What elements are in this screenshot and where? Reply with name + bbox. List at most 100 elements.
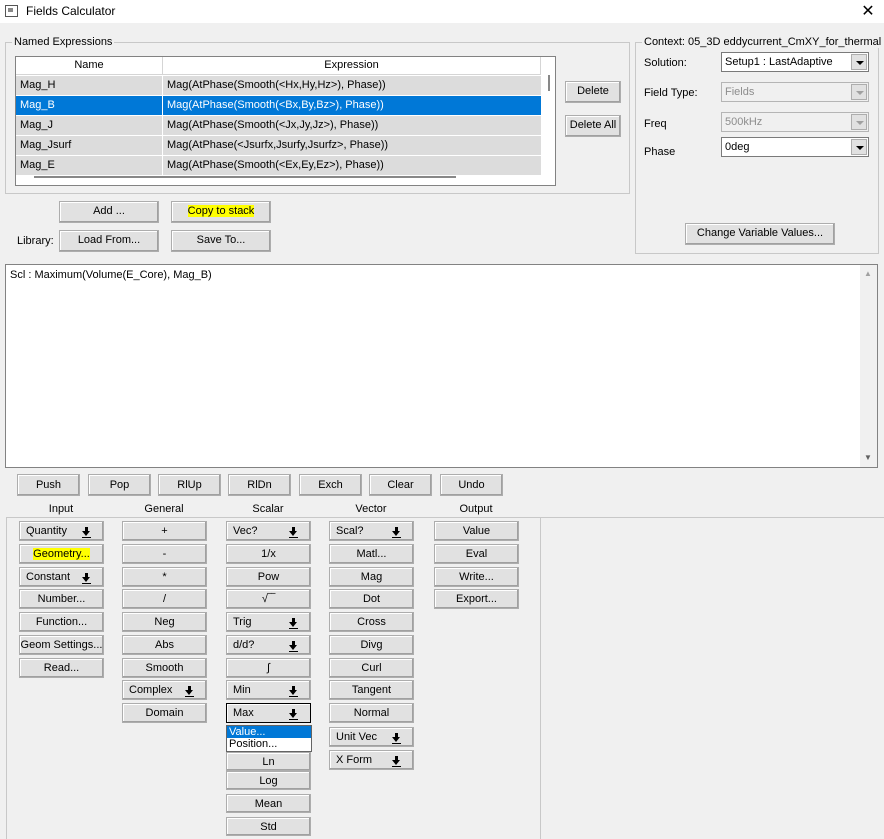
cross-button[interactable]: Cross <box>329 612 414 632</box>
column-heading-vector: Vector <box>355 503 387 515</box>
exch-button[interactable]: Exch <box>299 474 362 496</box>
x-form-button[interactable]: X Form <box>329 750 414 770</box>
pop-button[interactable]: Pop <box>88 474 151 496</box>
min-button[interactable]: Min <box>226 680 311 700</box>
neg-button[interactable]: Neg <box>122 612 207 632</box>
export-button[interactable]: Export... <box>434 589 519 609</box>
trig-button[interactable]: Trig <box>226 612 311 632</box>
change-variable-values-button[interactable]: Change Variable Values... <box>685 223 835 245</box>
stack-scrollbar[interactable]: ▲ ▼ <box>860 265 877 467</box>
close-icon[interactable]: ✕ <box>861 3 875 20</box>
table-row[interactable]: Mag_B Mag(AtPhase(Smooth(<Bx,By,Bz>), Pha… <box>16 96 541 116</box>
geom-settings-button[interactable]: Geom Settings... <box>19 635 104 655</box>
normal-button[interactable]: Normal <box>329 703 414 723</box>
op-button[interactable]: + <box>122 521 207 541</box>
domain-button[interactable]: Domain <box>122 703 207 723</box>
trig-label: Trig <box>233 616 252 628</box>
table-row[interactable]: Mag_H Mag(AtPhase(Smooth(<Hx,Hy,Hz>), Pha… <box>16 76 541 96</box>
complex-button[interactable]: Complex <box>122 680 207 700</box>
cell-expression: Mag(AtPhase(Smooth(<Bx,By,Bz>), Phase)) <box>162 96 384 116</box>
scal-button[interactable]: Scal? <box>329 521 414 541</box>
geom-settings-label: Geom Settings... <box>20 639 103 651</box>
std-button[interactable]: Std <box>226 817 311 836</box>
geometry-button[interactable]: Geometry... <box>19 544 104 564</box>
value-button[interactable]: Value <box>434 521 519 541</box>
push-button[interactable]: Push <box>17 474 80 496</box>
scroll-down-icon[interactable]: ▼ <box>864 453 872 462</box>
stack-display[interactable]: Scl : Maximum(Volume(E_Core), Mag_B) ▲ ▼ <box>5 264 878 468</box>
load-from-button[interactable]: Load From... <box>59 230 159 252</box>
mag-button[interactable]: Mag <box>329 567 414 587</box>
d-d-label: d/d? <box>233 639 255 651</box>
table-row[interactable]: Mag_Jsurf Mag(AtPhase(<Jsurfx,Jsurfy,Jsur… <box>16 136 541 156</box>
d-d-button[interactable]: d/d? <box>226 635 311 655</box>
delete-button[interactable]: Delete <box>565 81 621 103</box>
tangent-button[interactable]: Tangent <box>329 680 414 700</box>
1-x-button[interactable]: 1/x <box>226 544 311 564</box>
cell-expression: Mag(AtPhase(Smooth(<Jx,Jy,Jz>), Phase)) <box>162 116 378 136</box>
mean-button[interactable]: Mean <box>226 794 311 813</box>
solution-select[interactable]: Setup1 : LastAdaptive <box>721 52 869 72</box>
log-button[interactable]: Log <box>226 771 311 790</box>
rlup-button[interactable]: RlUp <box>158 474 221 496</box>
max-button[interactable]: Max <box>226 703 311 723</box>
menu-item-position[interactable]: Position... <box>229 738 278 750</box>
delete-all-button[interactable]: Delete All <box>565 115 621 137</box>
op-button[interactable]: / <box>122 589 207 609</box>
curl-label: Curl <box>361 662 382 674</box>
column-header-name[interactable]: Name <box>16 57 163 75</box>
rldn-button[interactable]: RlDn <box>228 474 291 496</box>
undo-button[interactable]: Undo <box>440 474 503 496</box>
op-button[interactable]: * <box>122 567 207 587</box>
constant-button[interactable]: Constant <box>19 567 104 587</box>
log-label: Log <box>259 775 278 787</box>
op-button[interactable]: √‾‾ <box>226 589 311 609</box>
write-button[interactable]: Write... <box>434 567 519 587</box>
chevron-down-icon[interactable] <box>851 139 867 155</box>
context-label: Context: 05_3D eddycurrent_CmXY_for_ther… <box>642 36 884 48</box>
unit-vec-button[interactable]: Unit Vec <box>329 727 414 747</box>
scroll-up-icon[interactable]: ▲ <box>864 269 872 278</box>
phase-value: 0deg <box>725 141 750 153</box>
read-button[interactable]: Read... <box>19 658 104 678</box>
menu-item-value[interactable]: Value... <box>227 726 311 738</box>
vertical-scrollbar[interactable] <box>548 75 550 91</box>
named-expressions-table[interactable]: Name Expression Mag_H Mag(AtPhase(Smooth(… <box>15 56 556 186</box>
matl-button[interactable]: Matl... <box>329 544 414 564</box>
table-row[interactable]: Mag_J Mag(AtPhase(Smooth(<Jx,Jy,Jz>), Pha… <box>16 116 541 136</box>
column-header-expression[interactable]: Expression <box>163 57 541 75</box>
window-title: Fields Calculator <box>26 4 116 18</box>
number-button[interactable]: Number... <box>19 589 104 609</box>
solution-value: Setup1 : LastAdaptive <box>725 56 833 68</box>
stack-entry[interactable]: Scl : Maximum(Volume(E_Core), Mag_B) <box>10 269 212 281</box>
dot-button[interactable]: Dot <box>329 589 414 609</box>
complex-label: Complex <box>129 684 173 696</box>
eval-button[interactable]: Eval <box>434 544 519 564</box>
geometry-label: Geometry... <box>33 548 90 560</box>
op-button[interactable]: - <box>122 544 207 564</box>
save-to-button[interactable]: Save To... <box>171 230 271 252</box>
solution-label: Solution: <box>644 57 687 69</box>
smooth-button[interactable]: Smooth <box>122 658 207 678</box>
function-button[interactable]: Function... <box>19 612 104 632</box>
horizontal-scrollbar[interactable] <box>34 176 456 178</box>
phase-select[interactable]: 0deg <box>721 137 869 157</box>
quantity-button[interactable]: Quantity <box>19 521 104 541</box>
chevron-down-icon[interactable] <box>851 54 867 70</box>
abs-button[interactable]: Abs <box>122 635 207 655</box>
scal-label: Scal? <box>336 525 364 537</box>
divg-button[interactable]: Divg <box>329 635 414 655</box>
max-dropdown-menu[interactable]: Value... Position... <box>226 725 312 752</box>
ln-label: Ln <box>262 756 275 768</box>
freq-value: 500kHz <box>725 116 763 128</box>
curl-button[interactable]: Curl <box>329 658 414 678</box>
table-row[interactable]: Mag_E Mag(AtPhase(Smooth(<Ex,Ey,Ez>), Pha… <box>16 156 541 176</box>
pow-button[interactable]: Pow <box>226 567 311 587</box>
ln-button[interactable]: Ln <box>226 752 311 771</box>
clear-button[interactable]: Clear <box>369 474 432 496</box>
abs-label: Abs <box>155 639 174 651</box>
vec-button[interactable]: Vec? <box>226 521 311 541</box>
copy-to-stack-button[interactable]: Copy to stack <box>171 201 271 223</box>
add-button[interactable]: Add ... <box>59 201 159 223</box>
op-button[interactable]: ∫ <box>226 658 311 678</box>
